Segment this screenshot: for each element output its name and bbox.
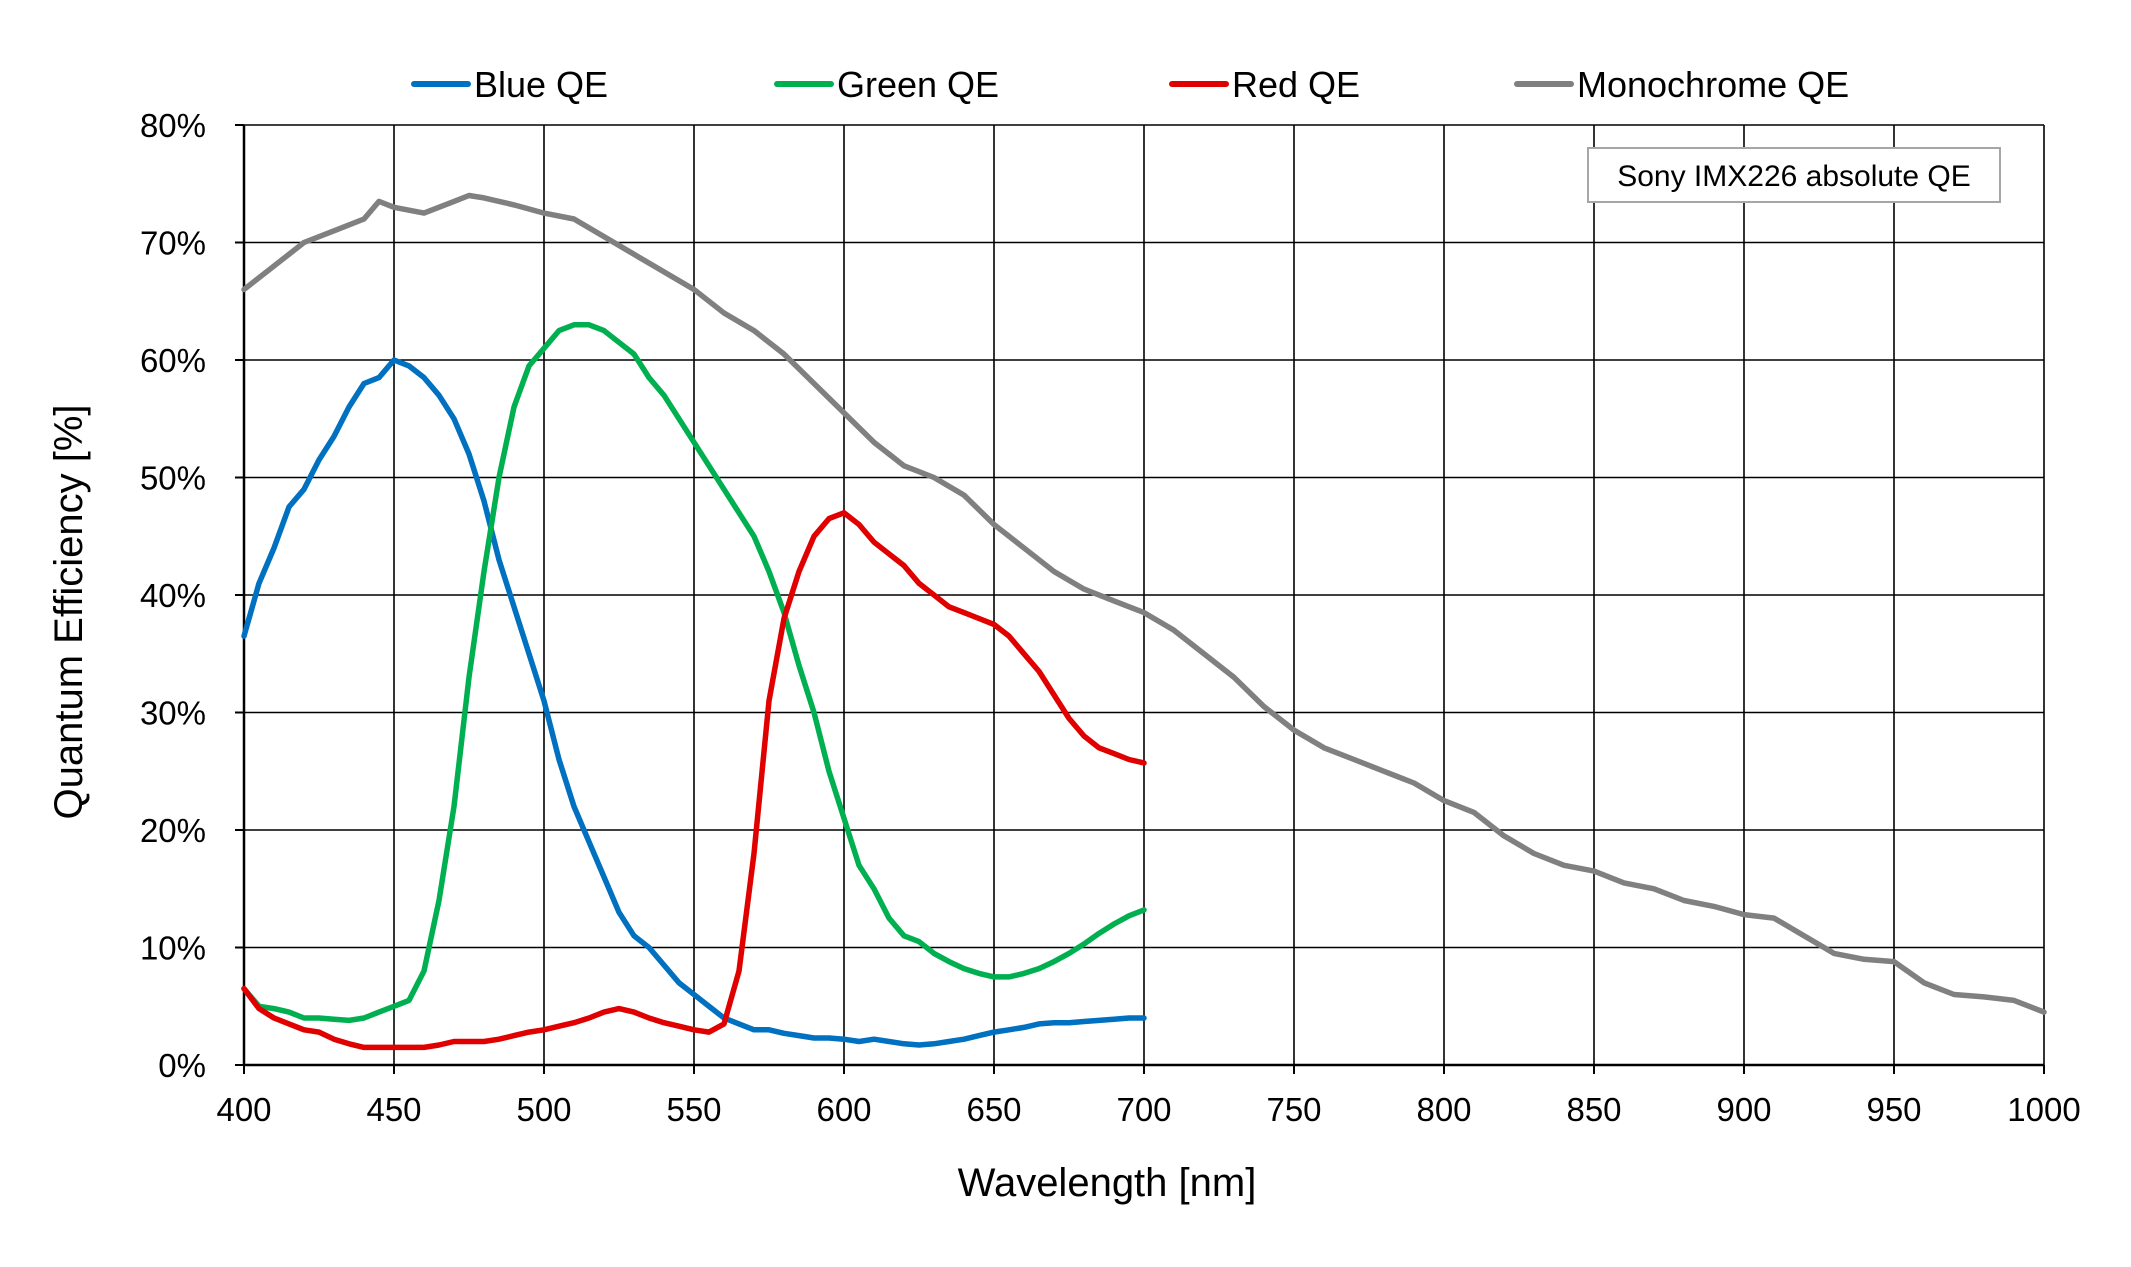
x-tick-label: 900 xyxy=(1716,1091,1771,1128)
legend-label: Monochrome QE xyxy=(1577,64,1849,105)
legend-label: Blue QE xyxy=(474,64,608,105)
annotation-text: Sony IMX226 absolute QE xyxy=(1617,160,1971,193)
x-tick-label: 400 xyxy=(216,1091,271,1128)
annotation-box: Sony IMX226 absolute QE xyxy=(1587,147,2001,203)
x-tick-label: 650 xyxy=(966,1091,1021,1128)
y-tick-label: 60% xyxy=(140,342,206,379)
annotation-frame xyxy=(1587,147,2001,203)
y-tick-labels: 0% 10% 20% 30% 40% 50% 60% 70% 80% xyxy=(140,107,206,1084)
gridlines xyxy=(243,124,2045,1066)
x-tick-label: 950 xyxy=(1866,1091,1921,1128)
y-axis-title: Quantum Efficiency [%] xyxy=(47,405,91,820)
x-tick-label: 750 xyxy=(1266,1091,1321,1128)
y-tick-label: 0% xyxy=(158,1047,206,1084)
x-axis-title: Wavelength [nm] xyxy=(958,1161,1257,1205)
legend-label: Red QE xyxy=(1232,64,1360,105)
plot-frame xyxy=(235,124,2045,1074)
y-tick-label: 50% xyxy=(140,460,206,497)
y-tick-label: 40% xyxy=(140,577,206,614)
legend-label: Green QE xyxy=(837,64,999,105)
y-tick-label: 20% xyxy=(140,812,206,849)
series-line-blue-qe xyxy=(241,357,1147,1048)
series-lines xyxy=(241,192,2047,1051)
y-tick-label: 10% xyxy=(140,930,206,967)
x-tick-label: 500 xyxy=(516,1091,571,1128)
x-tick-label: 600 xyxy=(816,1091,871,1128)
x-tick-label: 1000 xyxy=(2007,1091,2080,1128)
legend: Blue QE Green QE Red QE Monochrome QE xyxy=(411,64,1849,105)
x-tick-label: 800 xyxy=(1416,1091,1471,1128)
y-tick-label: 30% xyxy=(140,695,206,732)
y-tick-label: 70% xyxy=(140,225,206,262)
series-line-monochrome-qe xyxy=(241,192,2047,1015)
series-line-red-qe xyxy=(241,510,1147,1051)
series-line-green-qe xyxy=(241,322,1147,1024)
y-tick-label: 80% xyxy=(140,107,206,144)
x-tick-label: 850 xyxy=(1566,1091,1621,1128)
x-tick-label: 550 xyxy=(666,1091,721,1128)
x-tick-labels: 400 450 500 550 600 650 700 750 800 850 900 950 1000 xyxy=(216,1091,2080,1128)
x-tick-label: 450 xyxy=(366,1091,421,1128)
x-tick-label: 700 xyxy=(1116,1091,1171,1128)
